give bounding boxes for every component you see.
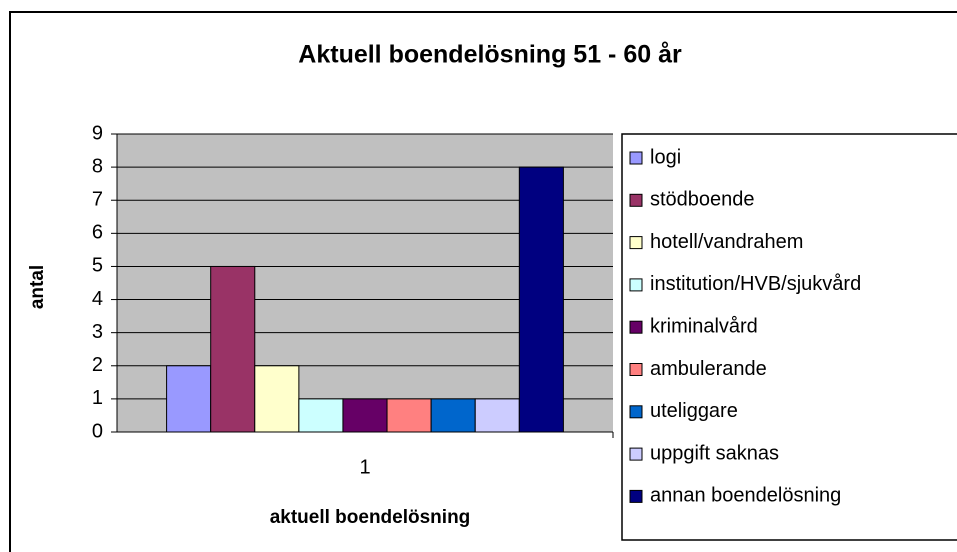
- bar: [210, 265, 256, 433]
- y-axis-label: antal: [27, 265, 48, 309]
- legend-label: kriminalvård: [650, 315, 758, 337]
- legend-swatch: [629, 320, 643, 334]
- bar: [298, 398, 344, 433]
- legend-label: ambulerande: [650, 358, 767, 380]
- legend-label: stödboende: [650, 189, 755, 211]
- y-tick-label: 3: [92, 321, 103, 343]
- legend-swatch: [629, 489, 643, 503]
- legend-label: institution/HVB/sjukvård: [650, 273, 861, 295]
- legend-label: hotell/vandrahem: [650, 231, 803, 253]
- bar: [518, 166, 564, 433]
- legend-swatch: [629, 363, 643, 376]
- bar: [166, 365, 212, 433]
- y-tick-label: 0: [92, 420, 103, 442]
- legend-swatch: [629, 193, 643, 207]
- y-tick-label: 2: [92, 354, 103, 376]
- y-tick-label: 8: [92, 155, 103, 177]
- bar: [342, 398, 388, 433]
- y-tick-label: 5: [92, 255, 103, 277]
- y-tick-label: 4: [92, 288, 103, 310]
- legend-label: annan boendelösning: [650, 485, 841, 507]
- legend: [621, 133, 957, 541]
- x-tick-label: 1: [359, 456, 370, 478]
- x-axis-label: aktuell boendelösning: [270, 507, 471, 528]
- legend-swatch: [629, 447, 643, 461]
- legend-swatch: [629, 278, 643, 292]
- bar: [474, 398, 520, 433]
- legend-label: logi: [650, 146, 681, 168]
- legend-swatch: [629, 405, 643, 419]
- legend-label: uteliggare: [650, 400, 738, 422]
- y-tick-label: 7: [92, 189, 103, 211]
- chart-title: Aktuell boendelösning 51 - 60 år: [298, 41, 682, 69]
- bar: [430, 398, 476, 433]
- bar: [386, 398, 432, 433]
- legend-label: uppgift saknas: [650, 442, 779, 464]
- y-tick-label: 9: [92, 122, 103, 144]
- y-tick-label: 1: [92, 387, 103, 409]
- legend-swatch: [629, 151, 643, 165]
- legend-swatch: [629, 236, 643, 250]
- y-tick-label: 6: [92, 222, 103, 244]
- bar: [254, 365, 300, 433]
